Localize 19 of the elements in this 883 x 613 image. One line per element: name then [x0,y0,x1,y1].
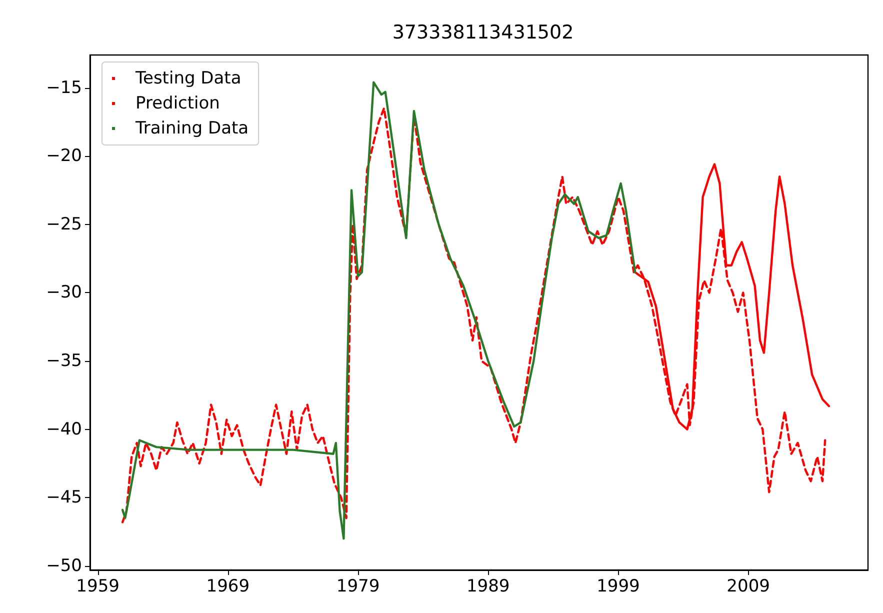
y-tick-label: −45 [46,488,82,508]
y-tick-label: −20 [46,146,82,166]
y-tick-label: −30 [46,282,82,303]
x-tick-label: 1999 [596,576,640,596]
y-tick-label: −35 [46,350,82,371]
legend-label: Training Data [134,118,249,138]
line-series [121,107,826,524]
x-tick-label: 1989 [466,576,510,596]
legend-label: Prediction [136,94,220,114]
y-tick-label: −50 [46,556,82,576]
y-tick-label: −40 [46,419,82,440]
y-tick-label: −15 [46,78,82,98]
x-tick-label: 2009 [726,576,770,596]
y-tick-label: −25 [46,214,82,234]
legend-label: Testing Data [134,68,242,88]
x-tick-label: 1979 [336,576,380,596]
chart-title: 373338113431502 [392,22,574,44]
x-tick-label: 1959 [76,576,120,596]
x-tick-label: 1969 [206,576,250,596]
